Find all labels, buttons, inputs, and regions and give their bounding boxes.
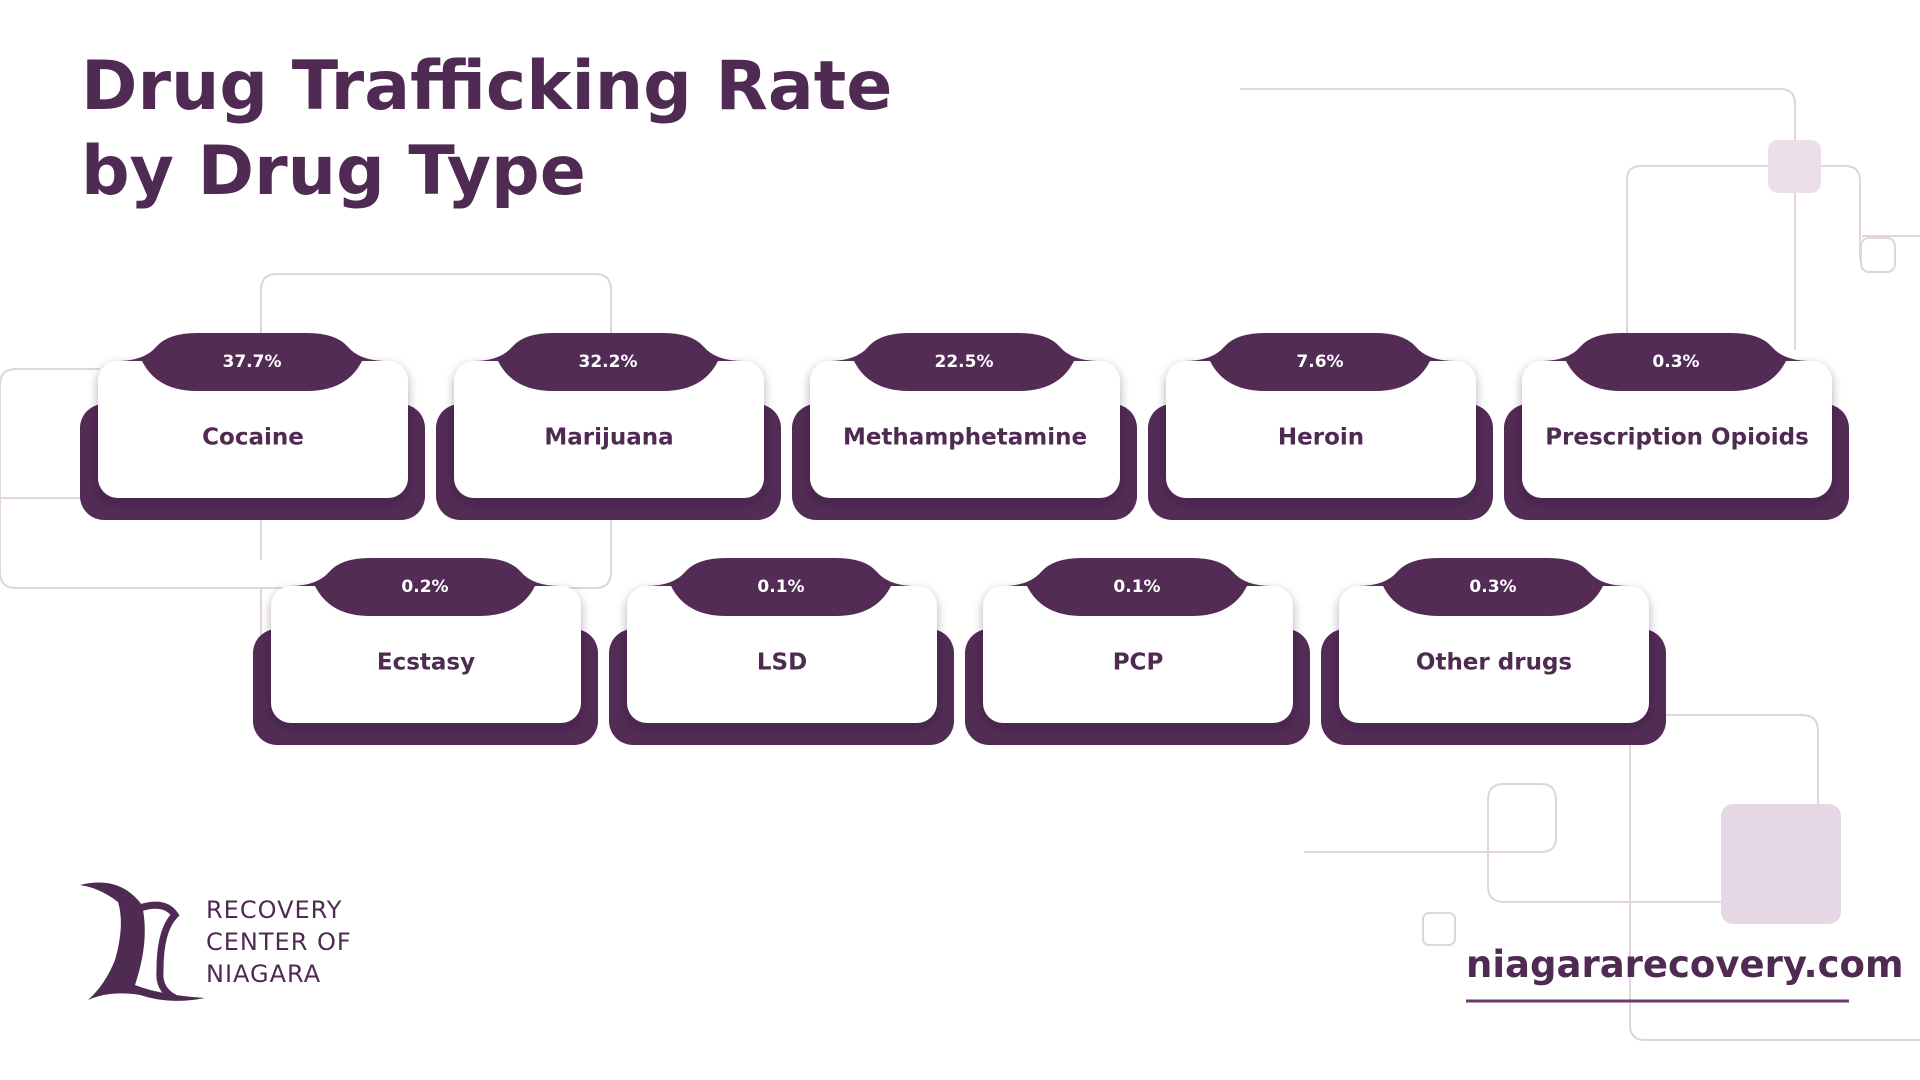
card-tab	[117, 333, 387, 391]
card: 0.1% LSD	[609, 558, 954, 745]
deco-line	[1304, 714, 1819, 903]
deco-line	[0, 497, 262, 650]
card-value: 32.2%	[579, 352, 638, 372]
website: niagararecovery.com	[1466, 943, 1904, 986]
deco-square	[1860, 237, 1896, 273]
card-label: Ecstasy	[377, 650, 475, 676]
card-tab	[290, 558, 560, 616]
card-value: 0.3%	[1652, 352, 1699, 372]
card-value: 22.5%	[935, 352, 994, 372]
deco-line	[1629, 715, 1920, 1041]
card-label: Cocaine	[202, 425, 304, 451]
card-tab	[829, 333, 1099, 391]
logo: RECOVERY CENTER OF NIAGARA	[80, 882, 352, 1002]
card-value: 0.1%	[1113, 577, 1160, 597]
title: Drug Trafficking Rate	[81, 47, 892, 126]
card-tab	[1358, 558, 1628, 616]
card-tab	[1185, 333, 1455, 391]
card-face	[454, 361, 764, 498]
deco-square	[1721, 804, 1841, 924]
cards: 37.7% Cocaine 32.2% Marijuana 22.5% Methamphe…	[80, 333, 1849, 745]
card-label: Heroin	[1278, 425, 1364, 451]
card-value: 0.2%	[401, 577, 448, 597]
card-label: PCP	[1113, 650, 1164, 676]
deco-line	[1626, 165, 1861, 350]
card: 22.5% Methamphetamine	[792, 333, 1137, 520]
deco-line	[1240, 88, 1796, 350]
card-face	[1166, 361, 1476, 498]
card-label: LSD	[757, 650, 807, 676]
card-face	[810, 361, 1120, 498]
decorations	[0, 88, 1920, 1041]
card-label: Prescription Opioids	[1545, 425, 1809, 451]
card: 0.3% Other drugs	[1321, 558, 1666, 745]
deco-line	[0, 273, 612, 589]
title: by Drug Type	[81, 132, 586, 211]
card-value: 0.3%	[1469, 577, 1516, 597]
card-tab	[646, 558, 916, 616]
card-tab	[1002, 558, 1272, 616]
card: 0.3% Prescription Opioids	[1504, 333, 1849, 520]
card-value: 0.1%	[757, 577, 804, 597]
card: 0.1% PCP	[965, 558, 1310, 745]
card-value: 7.6%	[1296, 352, 1343, 372]
card: 0.2% Ecstasy	[253, 558, 598, 745]
logo-mark	[138, 901, 180, 1002]
card-face	[983, 586, 1293, 723]
card-label: Marijuana	[544, 425, 673, 451]
card-face	[271, 586, 581, 723]
card-face	[1522, 361, 1832, 498]
card: 37.7% Cocaine	[80, 333, 425, 520]
card-face	[1339, 586, 1649, 723]
card-tab	[1541, 333, 1811, 391]
logo-text: CENTER OF	[206, 928, 352, 956]
deco-square	[1768, 140, 1821, 193]
card-label: Methamphetamine	[843, 425, 1087, 451]
logo-text: RECOVERY	[206, 896, 342, 924]
deco-square	[1422, 912, 1456, 946]
card: 32.2% Marijuana	[436, 333, 781, 520]
card-tab	[473, 333, 743, 391]
card-label: Other drugs	[1416, 650, 1572, 676]
card-face	[627, 586, 937, 723]
card-face	[98, 361, 408, 498]
logo-mark	[80, 882, 205, 1001]
card: 7.6% Heroin	[1148, 333, 1493, 520]
card-value: 37.7%	[223, 352, 282, 372]
logo-text: NIAGARA	[206, 960, 321, 988]
